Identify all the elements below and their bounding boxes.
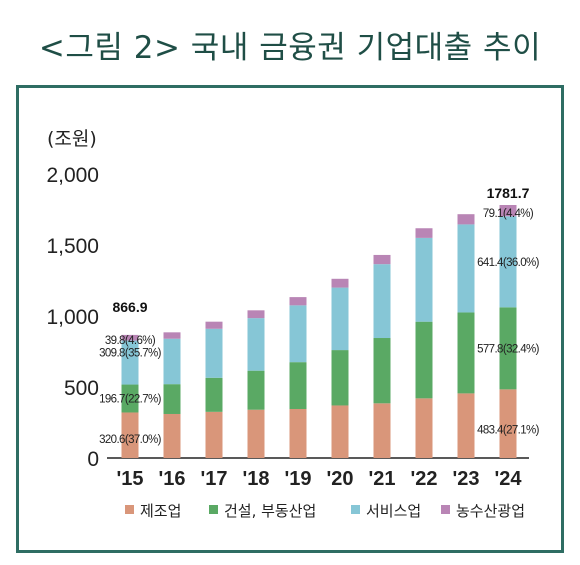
x-tick-label: '23 <box>452 468 479 490</box>
bar-segment-1-5 <box>289 409 307 458</box>
x-tick-label: '19 <box>284 468 311 490</box>
bar-segment-4-5 <box>289 297 307 306</box>
legend-swatch-1 <box>125 505 134 514</box>
bar-segment-4-7 <box>373 254 391 265</box>
chart-title: <그림 2> 국내 금융권 기업대출 추이 <box>38 30 542 66</box>
bar-segment-1-2 <box>163 413 181 458</box>
bar-segment-4-10 <box>499 204 517 217</box>
bar-value-label-10-1: 483.4(27.1%) <box>477 425 540 437</box>
y-tick-label: 0 <box>87 448 99 471</box>
x-tick-label: '17 <box>200 468 227 490</box>
bar-segment-3-5 <box>289 305 307 363</box>
y-tick-label: 1,000 <box>46 306 99 329</box>
bar-segment-2-3 <box>205 377 223 412</box>
bar-segment-3-9 <box>457 224 475 313</box>
bar-segment-1-3 <box>205 411 223 458</box>
bar-segment-4-9 <box>457 214 475 225</box>
bar-segment-1-4 <box>247 409 265 458</box>
bar-total-label-1: 866.9 <box>112 299 147 315</box>
bar-segment-3-6 <box>331 287 349 351</box>
chart-frame: (조원) 0 500 1,000 1,500 2,000 '15 '16 '17 '18 '19 '2… <box>16 85 564 553</box>
bar-segment-1-9 <box>457 393 475 458</box>
bar-segment-4-3 <box>205 321 223 329</box>
legend-label-1: 제조업 <box>140 502 181 520</box>
legend-swatch-2 <box>209 505 218 514</box>
bar-segment-2-10 <box>499 307 517 390</box>
bar-segment-3-10 <box>499 216 517 308</box>
x-tick-label: '22 <box>410 468 437 490</box>
legend-label-2: 건설, 부동산업 <box>224 502 316 520</box>
bar-segment-2-8 <box>415 321 433 399</box>
bar-segment-4-2 <box>163 332 181 339</box>
legend-label-3: 서비스업 <box>366 502 421 520</box>
bar-segment-1-8 <box>415 398 433 458</box>
bar-segment-3-3 <box>205 328 223 378</box>
bar-segment-2-5 <box>289 362 307 410</box>
bar-value-label-10-2: 577.8(32.4%) <box>477 343 540 355</box>
bar-segment-2-4 <box>247 370 265 410</box>
bar-segment-2-6 <box>331 350 349 406</box>
x-tick-label: '24 <box>494 468 522 490</box>
legend-swatch-4 <box>441 505 450 514</box>
x-tick-label: '18 <box>242 468 269 490</box>
bar-segment-1-10 <box>499 389 517 458</box>
legend-swatch-3 <box>351 505 360 514</box>
bar-value-label-10-3: 641.4(36.0%) <box>477 257 540 269</box>
bar-value-label-10-4: 79.1(4.4%) <box>483 208 534 220</box>
y-unit-label: (조원) <box>47 128 97 150</box>
stacked-bar-chart: (조원) 0 500 1,000 1,500 2,000 '15 '16 '17 '18 '19 '2… <box>46 128 540 520</box>
bar-segment-1-1 <box>121 412 139 458</box>
bar-segment-2-1 <box>121 384 139 413</box>
x-tick-label: '16 <box>158 468 185 490</box>
y-tick-label: 2,000 <box>46 164 99 187</box>
bar-segment-3-2 <box>163 338 181 385</box>
bar-segment-3-7 <box>373 264 391 339</box>
bar-segment-1-7 <box>373 403 391 458</box>
bar-segment-1-6 <box>331 405 349 458</box>
legend-label-4: 농수산광업 <box>456 502 525 520</box>
bar-total-label-10: 1781.7 <box>487 185 530 201</box>
y-tick-label: 1,500 <box>46 235 99 258</box>
y-tick-label: 500 <box>64 377 99 400</box>
x-tick-label: '21 <box>368 468 395 490</box>
bar-segment-3-8 <box>415 237 433 322</box>
x-tick-label: '15 <box>116 468 143 490</box>
bar-segment-4-1 <box>121 334 139 341</box>
bar-value-label-1-4: 39.8(4.6%) <box>105 335 156 347</box>
bar-segment-3-4 <box>247 318 265 371</box>
bar-segment-4-8 <box>415 228 433 238</box>
x-tick-label: '20 <box>326 468 353 490</box>
bar-segment-4-4 <box>247 310 265 319</box>
bar-segment-2-7 <box>373 338 391 404</box>
bar-segment-2-2 <box>163 384 181 414</box>
bar-value-label-1-3: 309.8(35.7%) <box>99 348 162 360</box>
bar-value-label-1-1: 320.6(37.0%) <box>99 434 162 446</box>
bar-segment-3-1 <box>121 340 139 385</box>
bar-value-label-1-2: 196.7(22.7%) <box>99 394 162 406</box>
bar-segment-4-6 <box>331 278 349 288</box>
bar-segment-2-9 <box>457 312 475 394</box>
